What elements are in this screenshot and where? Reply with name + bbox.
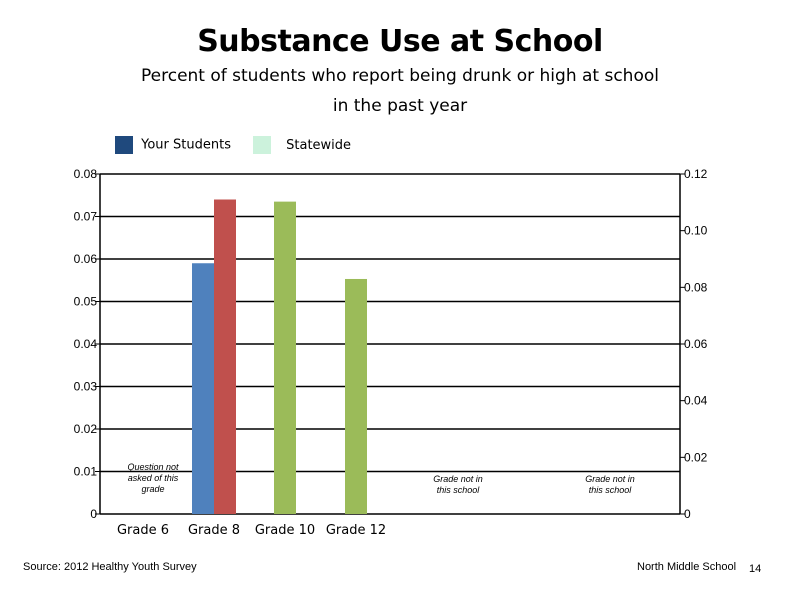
left-axis-tick-label: 0 <box>90 507 97 521</box>
chart-annotation: this school <box>589 485 633 495</box>
left-axis-tick-label: 0.03 <box>74 380 98 394</box>
legend-item-your-students: Your Students <box>115 136 231 154</box>
page-number: 14 <box>749 563 762 575</box>
school-name: North Middle School <box>637 561 737 573</box>
legend-swatch-statewide <box>253 136 271 154</box>
left-axis-tick-label: 0.05 <box>74 295 98 309</box>
source-note: Source: 2012 Healthy Youth Survey <box>23 561 197 573</box>
left-axis-tick-label: 0.08 <box>74 167 98 181</box>
legend-item-statewide: Statewide <box>253 136 351 154</box>
chart-annotation: Grade not in <box>433 474 483 484</box>
right-axis-tick-label: 0.12 <box>684 167 708 181</box>
bar <box>192 263 214 514</box>
chart-annotation: Grade not in <box>585 474 635 484</box>
right-axis-tick-label: 0.08 <box>684 280 708 294</box>
right-axis-tick-label: 0.10 <box>684 224 708 238</box>
chart-title: Substance Use at School <box>197 24 603 59</box>
right-axis-tick-label: 0.06 <box>684 337 708 351</box>
bar <box>345 278 367 514</box>
bar <box>274 201 296 514</box>
legend-label-statewide: Statewide <box>286 137 352 153</box>
left-axis-tick-label: 0.02 <box>74 422 98 436</box>
legend-swatch-your-students <box>115 136 133 154</box>
bar <box>214 199 236 514</box>
left-axis-tick-label: 0.06 <box>74 252 98 266</box>
x-axis-category-label: Grade 6 <box>117 523 169 538</box>
chart-annotation: grade <box>141 484 164 494</box>
chart-subtitle-line2: in the past year <box>332 96 468 116</box>
legend-label-your-students: Your Students <box>141 137 231 153</box>
chart-annotation: this school <box>437 485 481 495</box>
x-axis-category-label: Grade 8 <box>188 523 240 538</box>
chart-subtitle-line1: Percent of students who report being dru… <box>141 66 659 86</box>
x-axis-category-label: Grade 10 <box>255 523 315 538</box>
right-axis-tick-label: 0.02 <box>684 450 708 464</box>
right-axis-tick-label: 0.04 <box>684 394 708 408</box>
x-axis-category-label: Grade 12 <box>326 523 386 538</box>
chart-annotation: asked of this <box>128 473 179 483</box>
left-axis-tick-label: 0.04 <box>74 337 98 351</box>
left-axis-tick-label: 0.01 <box>74 465 98 479</box>
left-axis-tick-label: 0.07 <box>74 210 98 224</box>
right-axis-tick-label: 0 <box>684 507 691 521</box>
chart-annotation: Question not <box>127 462 179 472</box>
